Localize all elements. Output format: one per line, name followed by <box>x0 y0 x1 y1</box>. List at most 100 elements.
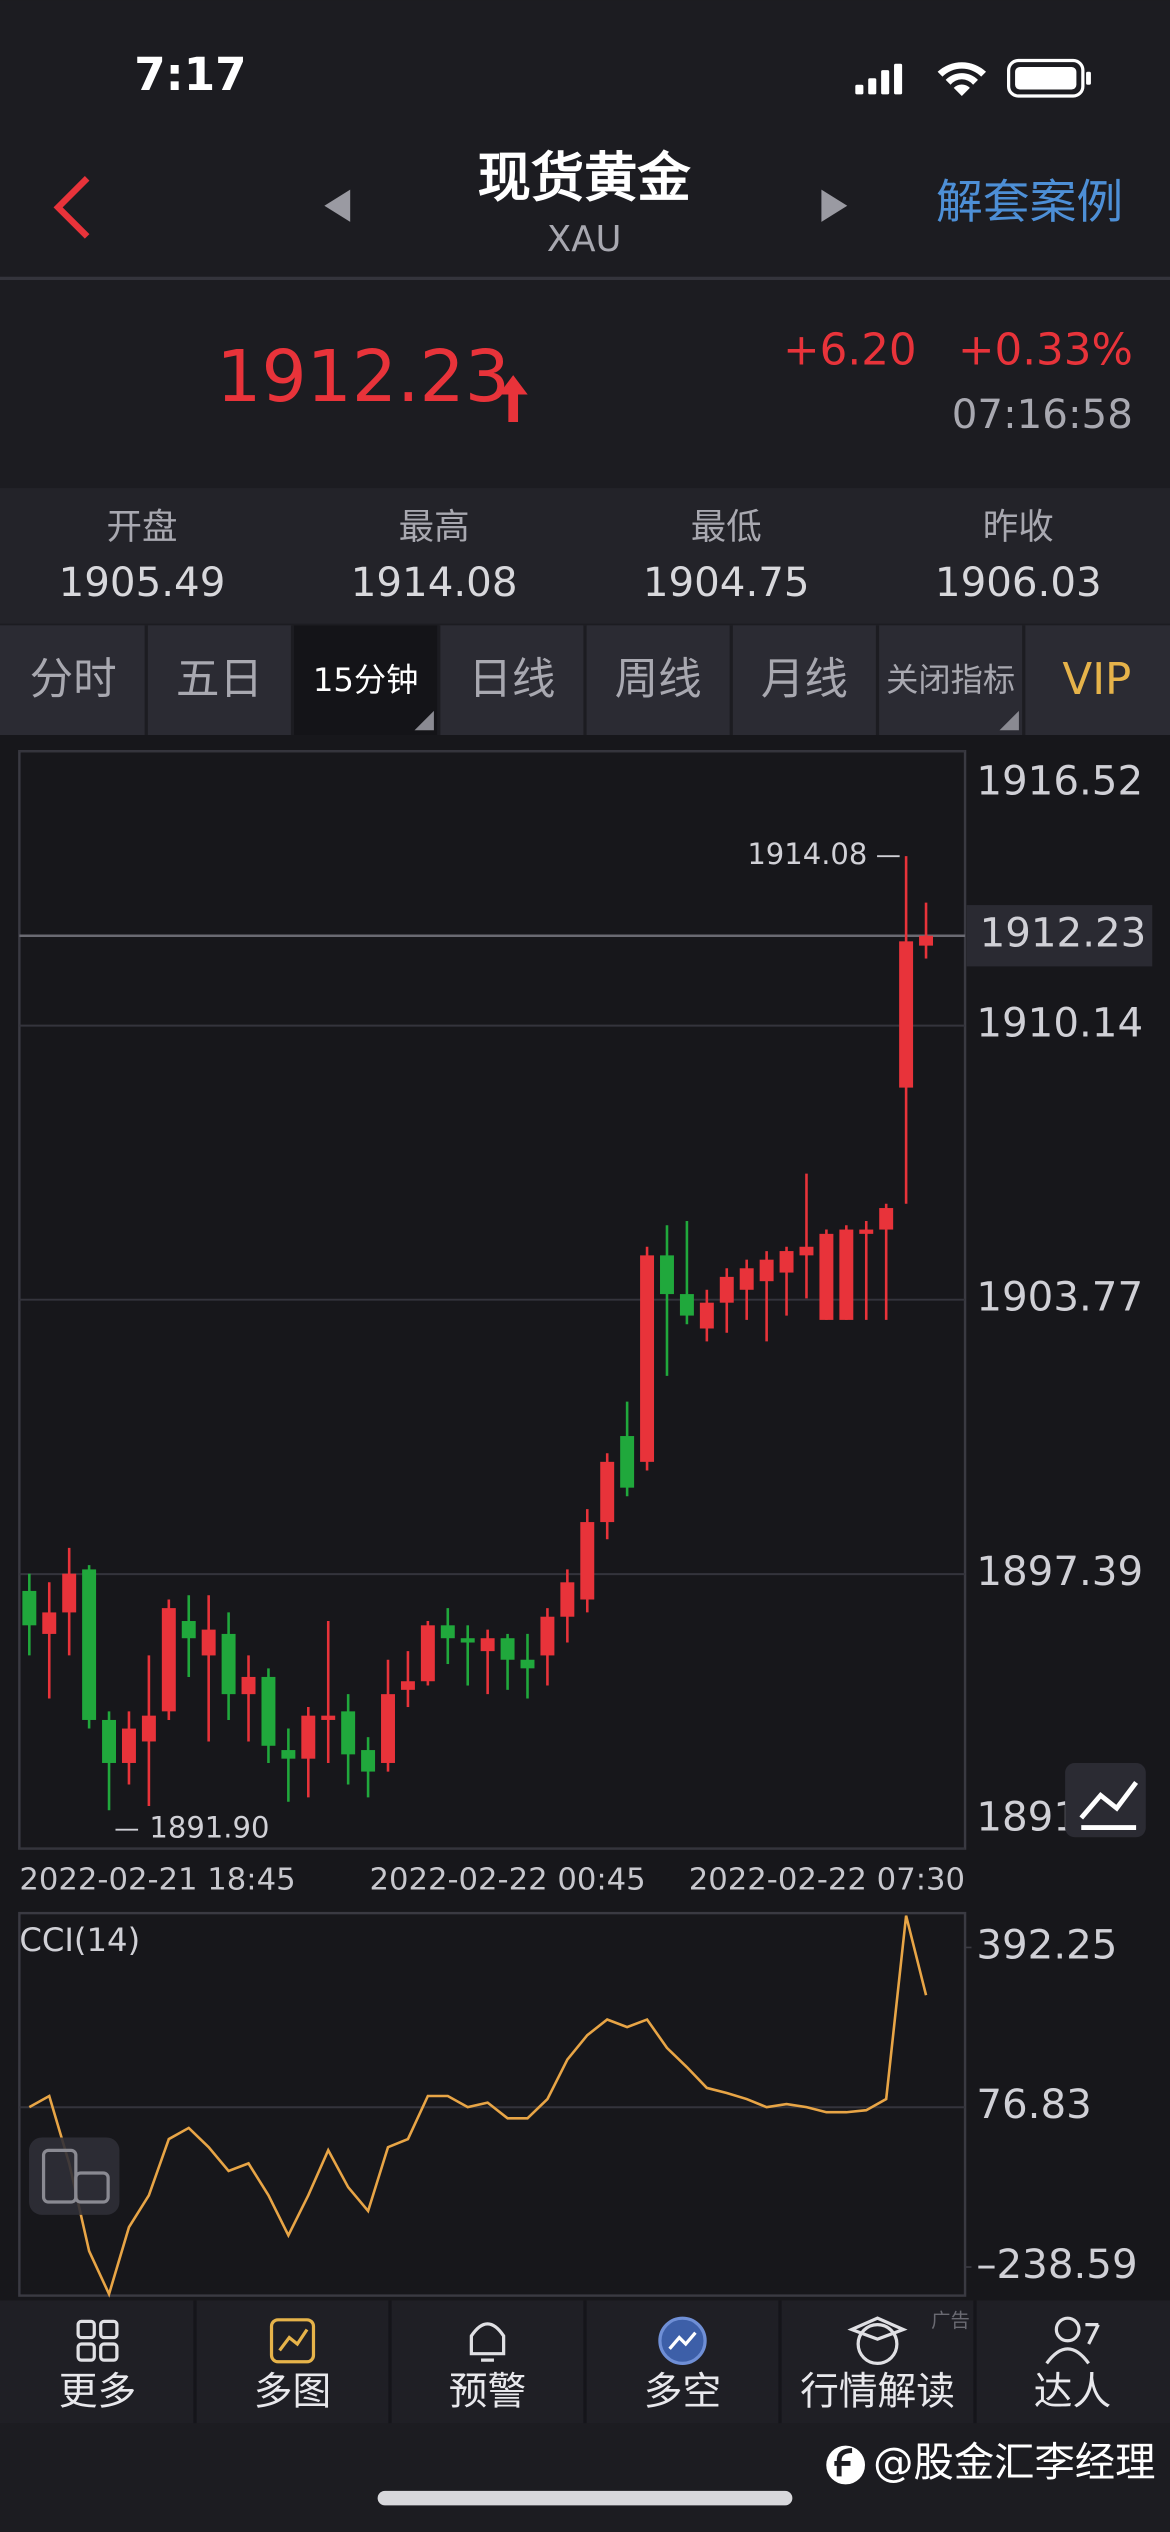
chart-type-icon[interactable] <box>1065 1763 1146 1838</box>
toolbar-icon <box>469 2322 506 2362</box>
watermark-logo <box>826 2445 865 2485</box>
candle-body <box>759 1259 774 1282</box>
toolbar-label[interactable]: 多空 <box>644 2370 721 2415</box>
last-price-label: 1912.23 <box>980 910 1147 957</box>
tab[interactable]: 日线 <box>468 655 555 705</box>
prev-arrow[interactable] <box>324 189 351 222</box>
tab[interactable]: 月线 <box>761 655 848 705</box>
quote-change: +6.20 <box>783 326 916 376</box>
toolbar-label[interactable]: 预警 <box>449 2370 526 2415</box>
candle-body <box>301 1715 316 1759</box>
candle-body <box>42 1612 57 1634</box>
y-tick-label: –238.59 <box>976 2241 1137 2288</box>
quote-change-pct: +0.33% <box>958 326 1133 376</box>
tab[interactable]: 15分钟 <box>313 661 419 699</box>
plot-border <box>18 1911 967 2297</box>
cci-line <box>28 1915 928 2298</box>
y-tick-label: 1903.77 <box>976 1274 1143 1321</box>
toolbar-label[interactable]: 行情解读 <box>800 2370 955 2415</box>
tab-selected-bg <box>292 625 439 736</box>
toolbar-icon <box>847 2316 908 2365</box>
candle-body <box>520 1659 535 1669</box>
stats-bar <box>0 488 1170 624</box>
rotate-icon[interactable] <box>29 2137 120 2215</box>
back-button[interactable] <box>53 176 90 239</box>
up-arrow <box>498 375 528 422</box>
quote-time: 07:16:58 <box>952 391 1133 438</box>
stat-label: 最高 <box>399 506 470 547</box>
candle-body <box>620 1436 635 1488</box>
y-tick-label: 392.25 <box>976 1921 1117 1968</box>
last-price-tag <box>966 905 1153 967</box>
candle-body <box>899 941 914 1088</box>
min-label: 1891.90 <box>149 1811 269 1845</box>
y-tick-label: 1916.52 <box>976 757 1143 804</box>
candle-body <box>540 1616 555 1656</box>
indicator-title: CCI(14) <box>19 1921 140 1959</box>
candle-body <box>679 1294 694 1316</box>
stat-value: 1906.03 <box>935 559 1102 606</box>
toolbar-icon <box>658 2316 707 2365</box>
candle-body <box>361 1750 376 1772</box>
stat-label: 开盘 <box>107 506 178 547</box>
toolbar-icon <box>269 2318 316 2364</box>
candle-body <box>102 1719 117 1763</box>
stats: 开盘 1905.49 最高 1914.08 最低 1904.75 昨收 1906.03 <box>59 506 1102 605</box>
status-time: 7:17 <box>134 48 246 101</box>
candle-body <box>560 1582 575 1617</box>
candle-body <box>241 1676 256 1695</box>
candle-body <box>221 1633 236 1695</box>
tab[interactable]: 关闭指标 <box>886 661 1015 699</box>
header-subtitle: XAU <box>547 219 622 260</box>
tab[interactable]: 五日 <box>176 655 263 705</box>
candle-body <box>660 1255 674 1295</box>
candle-body <box>281 1750 296 1759</box>
y-tick-label: 1897.39 <box>976 1548 1143 1595</box>
y-tick-label: 1910.14 <box>976 1000 1143 1047</box>
y-tick-label: 76.83 <box>976 2081 1091 2128</box>
candle-body <box>181 1621 196 1639</box>
charts: 1916.521910.141903.771897.391891.011912.… <box>18 749 1153 2298</box>
candle-body <box>381 1694 395 1763</box>
candle-body <box>719 1276 734 1303</box>
candle-body <box>640 1255 655 1462</box>
candle-body <box>161 1608 176 1712</box>
stat-label: 昨收 <box>983 506 1054 547</box>
candle-body <box>839 1229 854 1320</box>
x-tick-label: 2022-02-21 18:45 <box>19 1862 295 1897</box>
candle-body <box>201 1629 216 1656</box>
candle-body <box>859 1229 874 1234</box>
header-action[interactable]: 解套案例 <box>936 176 1123 230</box>
toolbar-label[interactable]: 更多 <box>59 2370 136 2415</box>
tab[interactable]: 分时 <box>30 655 117 705</box>
candle-body <box>82 1569 97 1720</box>
candle-body <box>62 1573 77 1613</box>
next-arrow[interactable] <box>821 189 848 222</box>
candle-body <box>600 1461 615 1523</box>
stat-label: 最低 <box>691 506 762 547</box>
max-label: 1914.08 <box>747 837 867 871</box>
tab[interactable]: 周线 <box>615 655 702 705</box>
x-tick-label: 2022-02-22 07:30 <box>689 1862 965 1897</box>
toolbar-label[interactable]: 多图 <box>254 2370 331 2415</box>
stat-value: 1904.75 <box>643 559 810 606</box>
candle-body <box>580 1522 595 1600</box>
candle-body <box>420 1625 435 1682</box>
tab[interactable]: VIP <box>1062 655 1131 705</box>
toolbar-items: 更多 多图 预警 多空 行情解读 达人 <box>59 2300 1111 2424</box>
tab-dropdown-mark <box>999 710 1019 731</box>
x-tick-label: 2022-02-22 00:45 <box>369 1862 645 1897</box>
candle-body <box>699 1302 714 1329</box>
candle-body <box>799 1246 814 1256</box>
toolbar-label[interactable]: 达人 <box>1034 2370 1111 2415</box>
stat-value: 1905.49 <box>59 559 226 606</box>
stat-value: 1914.08 <box>351 559 518 606</box>
watermark: @股金汇李经理 <box>873 2439 1155 2486</box>
candle-body <box>121 1728 136 1763</box>
candle-body <box>879 1208 894 1230</box>
candle-body <box>500 1638 515 1660</box>
candle-body <box>460 1638 475 1643</box>
candle-body <box>739 1268 754 1290</box>
quote-price: 1912.23 <box>216 335 510 418</box>
